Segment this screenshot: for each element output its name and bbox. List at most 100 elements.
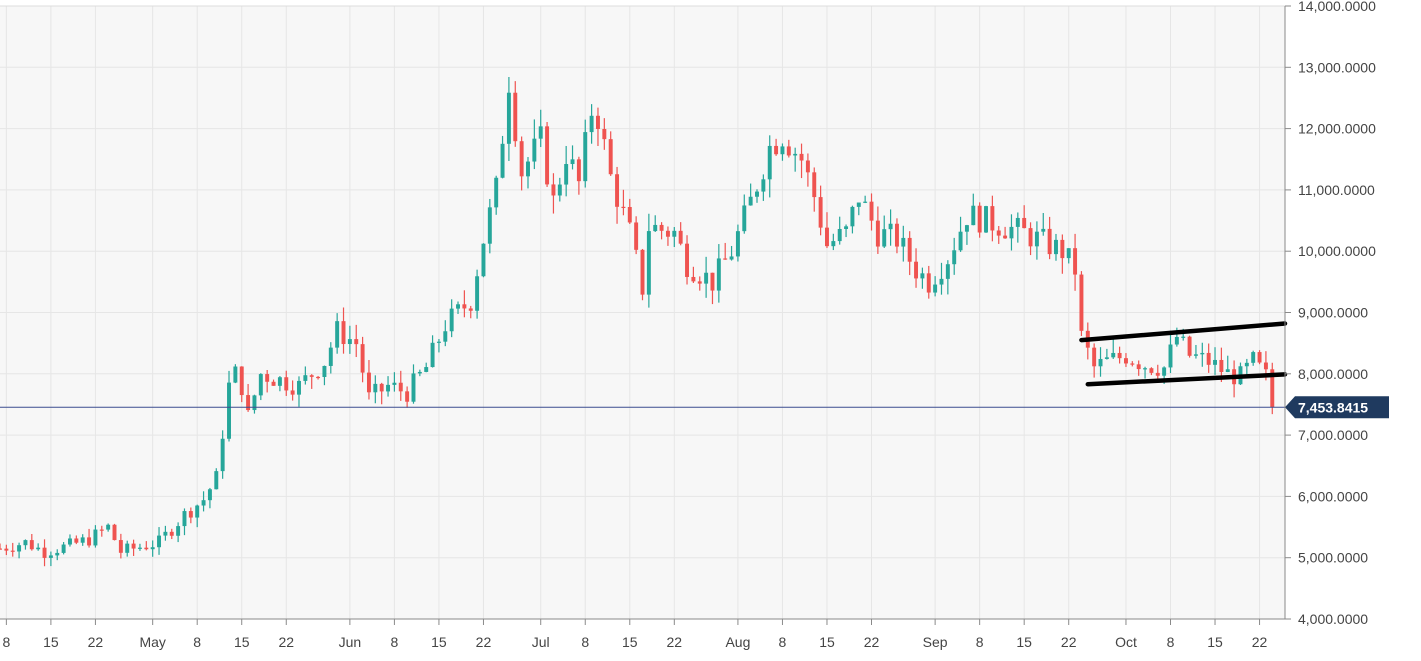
candle	[195, 504, 200, 528]
candle	[214, 468, 219, 490]
candle-body	[1225, 369, 1230, 373]
candle-body	[844, 226, 849, 229]
candle-body	[576, 159, 581, 182]
candle-body	[297, 380, 301, 395]
candle-body	[1047, 228, 1052, 255]
candle-body	[1041, 228, 1046, 232]
candle	[169, 528, 174, 540]
x-tick-label: 8	[1167, 634, 1175, 650]
candle	[755, 189, 759, 203]
candle	[583, 119, 588, 188]
candle-body	[265, 374, 270, 382]
candle-body	[227, 382, 231, 439]
candle	[456, 301, 460, 314]
trendline[interactable]	[1079, 321, 1288, 343]
candle	[449, 299, 454, 338]
candle	[42, 539, 47, 567]
candle	[774, 138, 779, 156]
candle	[144, 541, 149, 551]
candle-body	[837, 228, 842, 242]
candle	[87, 528, 92, 548]
candle-body	[1206, 352, 1211, 365]
candle-body	[825, 227, 829, 247]
x-tick-label: Oct	[1115, 634, 1137, 650]
candle-body	[10, 550, 15, 552]
candle	[341, 307, 346, 354]
x-tick-label: 15	[43, 634, 59, 650]
candle	[1149, 367, 1154, 376]
x-tick-label: 8	[193, 634, 201, 650]
candle-body	[640, 249, 645, 295]
candle-body	[761, 179, 766, 192]
candle-body	[805, 160, 810, 173]
candle-body	[398, 382, 403, 392]
candle	[29, 533, 34, 551]
y-tick-label: 14,000.0000	[1298, 0, 1376, 14]
y-tick-label: 12,000.0000	[1298, 121, 1376, 137]
candle	[519, 136, 524, 191]
candle	[1009, 214, 1014, 251]
candle-body	[1174, 336, 1179, 345]
candle-body	[214, 471, 219, 490]
x-tick-label: 22	[88, 634, 104, 650]
candle-body	[1054, 239, 1058, 255]
candle	[481, 243, 486, 278]
candle-body	[831, 241, 836, 247]
candle-body	[36, 547, 41, 550]
y-tick-label: 9,000.0000	[1298, 305, 1368, 321]
candle	[907, 231, 912, 276]
trendline[interactable]	[1085, 372, 1288, 387]
candle-body	[1130, 363, 1135, 365]
candle-body	[150, 547, 155, 550]
candle-body	[697, 281, 702, 284]
candle-body	[55, 552, 60, 556]
candle	[265, 369, 270, 393]
candle	[964, 224, 969, 245]
candle-body	[526, 161, 530, 177]
candle	[697, 276, 702, 291]
candle-body	[799, 153, 804, 161]
candle-body	[1003, 235, 1008, 239]
candle-series	[0, 76, 1275, 567]
candle-body	[952, 250, 957, 265]
candle	[977, 202, 982, 238]
candle-body	[1073, 248, 1078, 275]
candle	[1073, 233, 1078, 291]
candle	[723, 242, 728, 260]
x-tick-label: 15	[622, 634, 638, 650]
candle-body	[1060, 239, 1065, 259]
candle	[926, 265, 931, 299]
candle-body	[449, 308, 454, 332]
candle-body	[627, 206, 632, 223]
candle	[80, 534, 85, 546]
candle-body	[1034, 231, 1039, 247]
x-tick-label: 8	[779, 634, 787, 650]
candle-body	[360, 344, 365, 373]
candle	[996, 225, 1001, 244]
candle	[595, 107, 600, 147]
candle	[831, 233, 836, 251]
candle-body	[786, 146, 791, 156]
candle	[468, 305, 473, 319]
candle	[729, 245, 734, 261]
candle-body	[519, 141, 524, 177]
candle	[640, 248, 645, 301]
candle	[411, 364, 416, 404]
candle-body	[685, 243, 690, 277]
candle-body	[964, 225, 969, 232]
candle	[1200, 342, 1205, 367]
candle	[793, 147, 798, 172]
candle	[233, 364, 238, 384]
candle-body	[48, 555, 53, 558]
candle-body	[366, 372, 371, 393]
candle	[354, 324, 359, 358]
x-axis: 8 15 22 May 8 15 22 Jun 8 15 22 Jul 8 15 22 Aug 8 15 22 Sep…	[0, 618, 1285, 650]
candle-body	[322, 365, 327, 377]
current-price-badge	[1285, 396, 1389, 419]
candle-body	[341, 321, 346, 345]
candle-body	[678, 230, 683, 244]
candle-body	[545, 126, 550, 185]
candle	[55, 549, 60, 561]
